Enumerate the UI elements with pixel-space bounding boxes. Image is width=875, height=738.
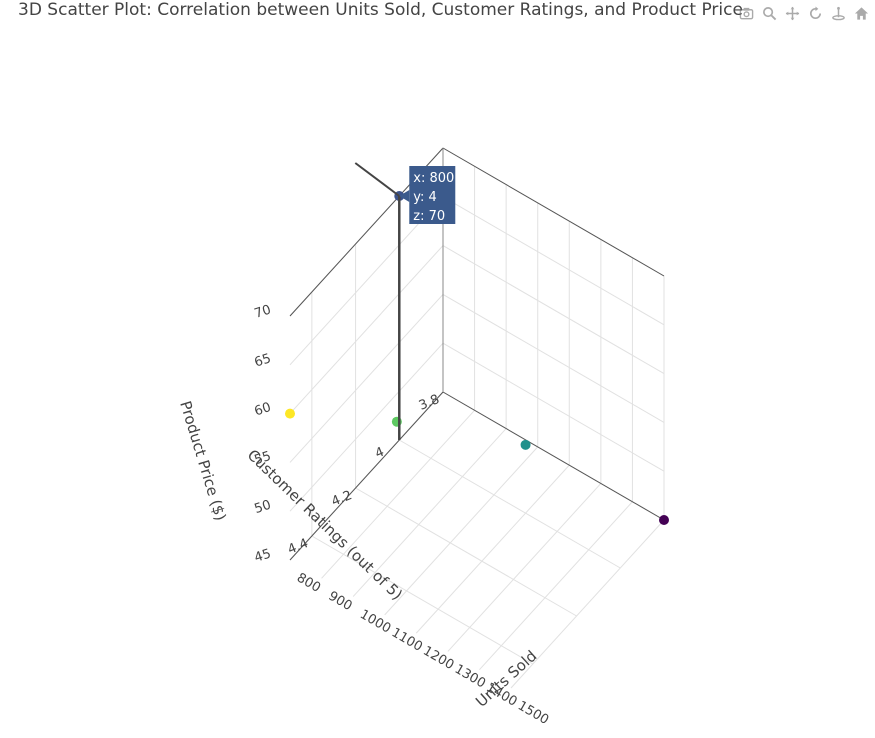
axis-line [442,147,665,277]
tooltip-text: z: 70 [413,209,445,224]
grid-line [415,464,570,634]
grid-line [289,245,444,414]
grid-line [442,196,665,326]
grid-line [442,293,665,423]
hover-tooltip: x: 800 y: 4 z: 70 [354,162,456,440]
tooltip-text: y: 4 [413,190,437,205]
y-tick-label: 3.8 [417,392,442,414]
tooltip-arrow [399,190,410,202]
grid-line [352,428,507,597]
chart-title: 3D Scatter Plot: Correlation between Uni… [18,0,743,20]
tooltip-text: x: 800 [413,171,454,186]
x-tick-label: 900 [326,589,355,614]
z-tick-label: 60 [253,400,273,419]
zoom-icon[interactable] [761,5,777,21]
grid-line [289,196,444,366]
camera-icon[interactable] [738,5,754,21]
grid-line [355,487,577,617]
y-tick-label: 4 [373,445,386,462]
grid-line [442,245,665,375]
grid-line [510,519,665,689]
spike-line [354,162,400,197]
data-point [285,408,295,419]
z-tick-label: 50 [253,498,273,517]
grid-line [447,483,602,652]
turntable-icon[interactable] [830,5,846,21]
z-tick-label: 65 [253,351,273,370]
x-tick-label: 800 [294,570,323,595]
z-tick-label: 70 [253,302,273,321]
x-tick-label: 1500 [515,698,551,728]
axis-line [289,391,444,561]
z-axis-title: Product Price ($) [176,399,230,523]
z-tick-label: 45 [253,546,273,565]
grid-line [479,501,633,671]
y-tick-label: 4.4 [286,536,311,558]
orbit-icon[interactable] [807,5,823,21]
grid-line [384,446,539,616]
y-tick-label: 4.2 [329,488,354,510]
grid-line [289,342,444,512]
modebar [738,5,869,21]
grid-line [321,409,475,579]
points-layer[interactable] [285,191,669,525]
axis-line [442,391,665,521]
grid-line [289,294,444,463]
tooltip-box [409,166,456,224]
pan-icon[interactable] [784,5,800,21]
home-icon[interactable] [853,5,869,21]
data-point [659,515,669,525]
grid-line [442,342,665,472]
data-point [520,439,531,450]
z-tick-label: 55 [253,449,273,468]
grid-line [311,535,534,665]
grid-line [399,439,621,569]
y-axis-title: Customer Ratings (out of 5) [244,446,406,604]
